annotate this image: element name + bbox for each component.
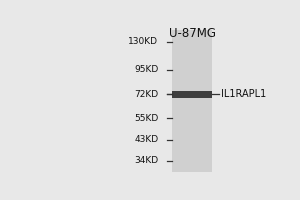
Bar [172,30,212,172]
Text: 130KD: 130KD [128,37,158,46]
Text: IL1RAPL1: IL1RAPL1 [221,89,266,99]
Text: 72KD: 72KD [134,90,158,99]
Text: 43KD: 43KD [134,135,158,144]
Text: 34KD: 34KD [134,156,158,165]
Text: 95KD: 95KD [134,65,158,74]
Bar [172,91,212,98]
Text: U-87MG: U-87MG [169,27,216,40]
Text: 55KD: 55KD [134,114,158,123]
